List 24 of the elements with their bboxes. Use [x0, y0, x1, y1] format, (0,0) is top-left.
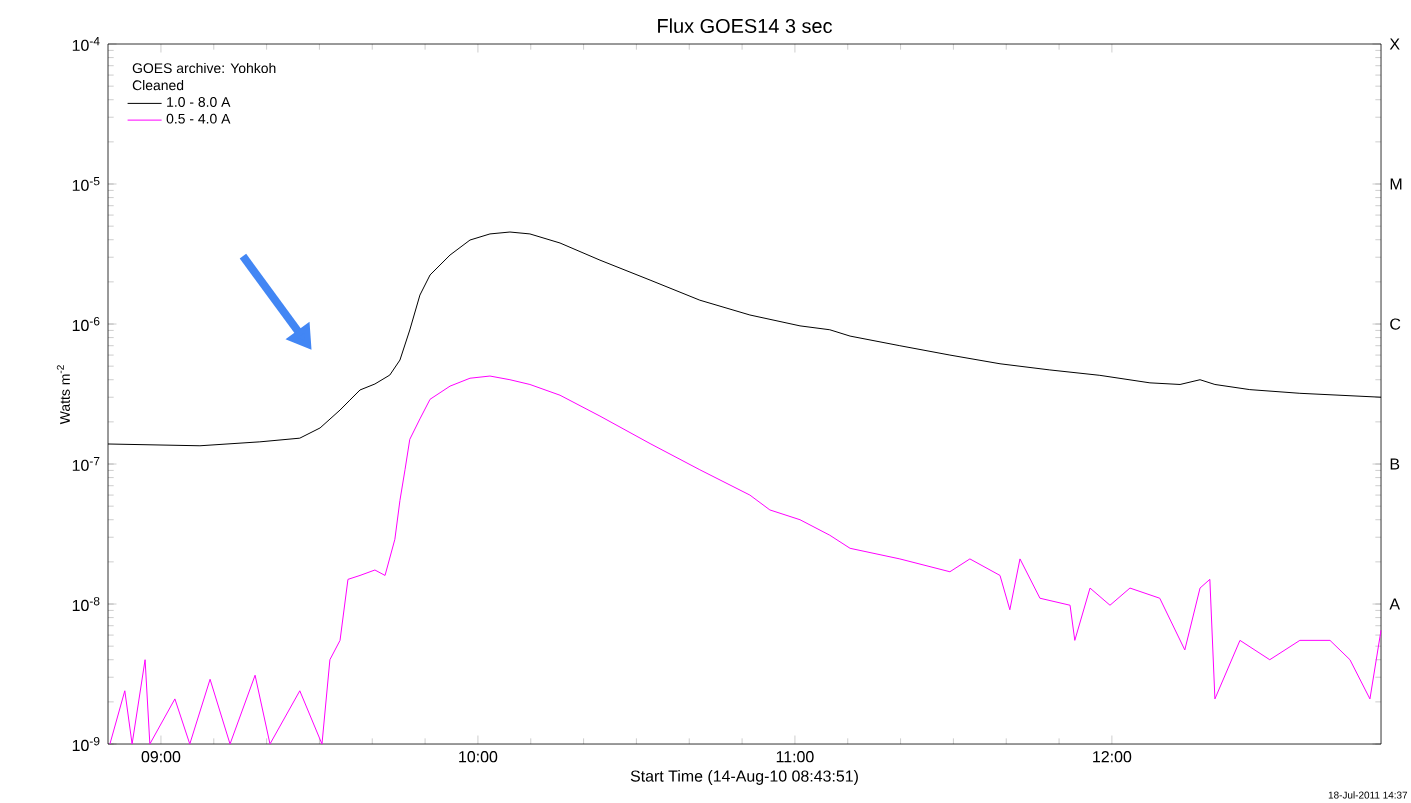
- x-tick-label: 11:00: [776, 751, 814, 763]
- legend-title: GOES archive: Yohkoh: [132, 62, 276, 74]
- line-series: [109, 375, 1382, 745]
- legend-label: 1.0 - 8.0 A: [167, 97, 231, 107]
- y-tick-label: 10$^{-6}$: [72, 316, 100, 332]
- text: C: [1390, 318, 1401, 330]
- y-axis-title: Watts m$^{-2}$: [56, 365, 70, 425]
- y-tick-label: 10$^{-7}$: [72, 457, 100, 472]
- x-axis-title: Start Time (14-Aug-10 08:43:51): [630, 770, 858, 785]
- y-tick-label: 10$^{-8}$: [72, 596, 100, 612]
- annotation: Cleaned: [132, 79, 184, 91]
- text: A: [1389, 598, 1401, 610]
- text: 18-Jul-2011 14:37: [1328, 791, 1408, 799]
- text: B: [1390, 458, 1400, 470]
- x-tick-label: 10:00: [459, 751, 498, 763]
- x-tick-label: 12:00: [1093, 751, 1132, 763]
- chart-title: Flux GOES14 3 sec: [658, 18, 832, 34]
- y-tick-label: 10$^{-9}$: [72, 736, 100, 752]
- y-tick-label: 10$^{-5}$: [72, 177, 100, 192]
- legend-label: 0.5 - 4.0 A: [166, 113, 231, 124]
- text: X: [1389, 38, 1400, 50]
- y-tick-label: 10$^{-4}$: [72, 37, 100, 52]
- text: M: [1390, 178, 1402, 190]
- x-tick-label: 09:00: [141, 751, 181, 763]
